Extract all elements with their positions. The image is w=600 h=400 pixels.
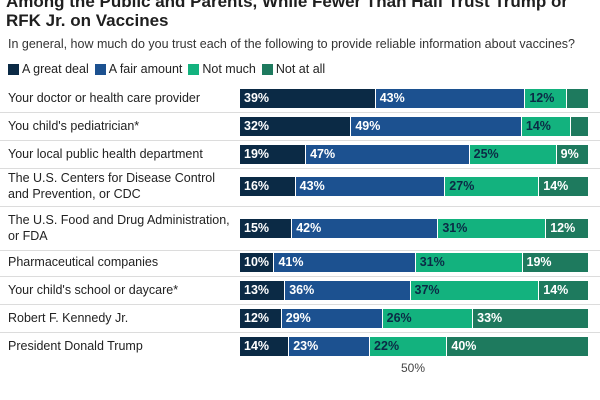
legend-swatch-not-much xyxy=(188,63,200,75)
legend-item-not-at-all: Not at all xyxy=(261,62,326,76)
bar-segment-not-much: 27% xyxy=(445,176,540,196)
stacked-bar: 16% 43% 27% 14% xyxy=(240,176,588,196)
category-label: You child's pediatrician* xyxy=(8,119,140,133)
bar-segment-not-at-all xyxy=(570,116,588,136)
bar-segment-not-at-all: 14% xyxy=(539,176,588,196)
category-label: President Donald Trump xyxy=(8,339,143,353)
bar-segment-great-deal: 13% xyxy=(240,280,286,300)
stacked-bar: 14% 23% 22% 40% xyxy=(240,336,588,356)
bar-segment-fair-amount: 43% xyxy=(375,88,526,108)
category-label: The U.S. Food and Drug Administration, o… xyxy=(8,213,230,243)
bar-segment-not-at-all: 19% xyxy=(522,252,588,272)
stacked-bar: 15% 42% 31% 12% xyxy=(240,218,588,238)
category-label: Robert F. Kennedy Jr. xyxy=(8,311,129,325)
bar-segment-great-deal: 10% xyxy=(240,252,275,272)
category-label: Your child's school or daycare* xyxy=(8,283,179,297)
bar-segment-great-deal: 19% xyxy=(240,144,307,164)
bar-segment-not-much: 31% xyxy=(415,252,523,272)
bar-segment-fair-amount: 43% xyxy=(295,176,446,196)
chart-title: Among the Public and Parents, While Fewe… xyxy=(6,0,569,30)
bar-segment-great-deal: 15% xyxy=(240,218,293,238)
legend-swatch-great-deal xyxy=(8,63,19,75)
bar-segment-fair-amount: 29% xyxy=(281,308,383,328)
legend-swatch-not-at-all xyxy=(261,63,273,75)
row-separator xyxy=(0,250,600,251)
category-label: Your doctor or health care provider xyxy=(8,91,201,105)
bar-segment-not-much: 37% xyxy=(410,280,540,300)
category-label: Pharmaceutical companies xyxy=(8,255,159,269)
bar-segment-fair-amount: 49% xyxy=(351,116,522,136)
axis-tick-label: 50% xyxy=(400,361,426,375)
legend-label-not-at-all: Not at all xyxy=(275,62,326,76)
bar-segment-great-deal: 39% xyxy=(240,88,376,108)
bar-segment-not-much: 26% xyxy=(382,308,474,328)
row-separator xyxy=(0,168,600,169)
bar-segment-not-much: 14% xyxy=(521,116,571,136)
legend-item-fair-amount: A fair amount xyxy=(94,62,183,76)
row-separator xyxy=(0,112,600,113)
stacked-bar: 10% 41% 31% 19% xyxy=(240,252,588,272)
bar-segment-fair-amount: 42% xyxy=(292,218,439,238)
bar-segment-not-at-all: 40% xyxy=(447,336,588,356)
bar-segment-great-deal: 12% xyxy=(240,308,282,328)
bar-segment-great-deal: 32% xyxy=(240,116,352,136)
legend-label-not-much: Not much xyxy=(202,62,256,76)
category-label: The U.S. Centers for Disease Control and… xyxy=(8,171,216,201)
stacked-bar: 19% 47% 25% 9% xyxy=(240,144,588,164)
row-separator xyxy=(0,304,600,305)
legend-label-great-deal: A great deal xyxy=(22,62,89,76)
stacked-bar: 12% 29% 26% 33% xyxy=(240,308,588,328)
bar-segment-great-deal: 16% xyxy=(240,176,296,196)
legend-item-not-much: Not much xyxy=(188,62,256,76)
legend-swatch-fair-amount xyxy=(94,63,106,75)
row-separator xyxy=(0,206,600,207)
row-separator xyxy=(0,140,600,141)
stacked-bar: 13% 36% 37% 14% xyxy=(240,280,588,300)
bar-segment-great-deal: 14% xyxy=(240,336,290,356)
legend-item-great-deal: A great deal xyxy=(8,62,89,76)
row-separator xyxy=(0,332,600,333)
category-label: Your local public health department xyxy=(8,147,203,161)
stacked-bar: 32% 49% 14% xyxy=(240,116,588,136)
row-separator xyxy=(0,276,600,277)
legend: A great deal A fair amount Not much Not … xyxy=(8,62,331,76)
bar-segment-not-at-all: 33% xyxy=(473,308,588,328)
bar-segment-not-much: 25% xyxy=(469,144,557,164)
bar-segment-fair-amount: 36% xyxy=(285,280,411,300)
bar-segment-not-much: 12% xyxy=(525,88,568,108)
bar-segment-fair-amount: 47% xyxy=(306,144,470,164)
stacked-bar: 39% 43% 12% xyxy=(240,88,588,108)
bar-segment-fair-amount: 41% xyxy=(274,252,416,272)
chart-subtitle: In general, how much do you trust each o… xyxy=(8,37,575,51)
bar-segment-fair-amount: 23% xyxy=(289,336,371,356)
bar-segment-not-much: 22% xyxy=(370,336,448,356)
legend-label-fair-amount: A fair amount xyxy=(108,62,183,76)
bar-segment-not-at-all: 14% xyxy=(539,280,588,300)
bar-segment-not-at-all: 9% xyxy=(556,144,588,164)
bar-segment-not-much: 31% xyxy=(438,218,547,238)
bar-segment-not-at-all: 12% xyxy=(546,218,588,238)
bar-segment-not-at-all xyxy=(567,88,588,108)
